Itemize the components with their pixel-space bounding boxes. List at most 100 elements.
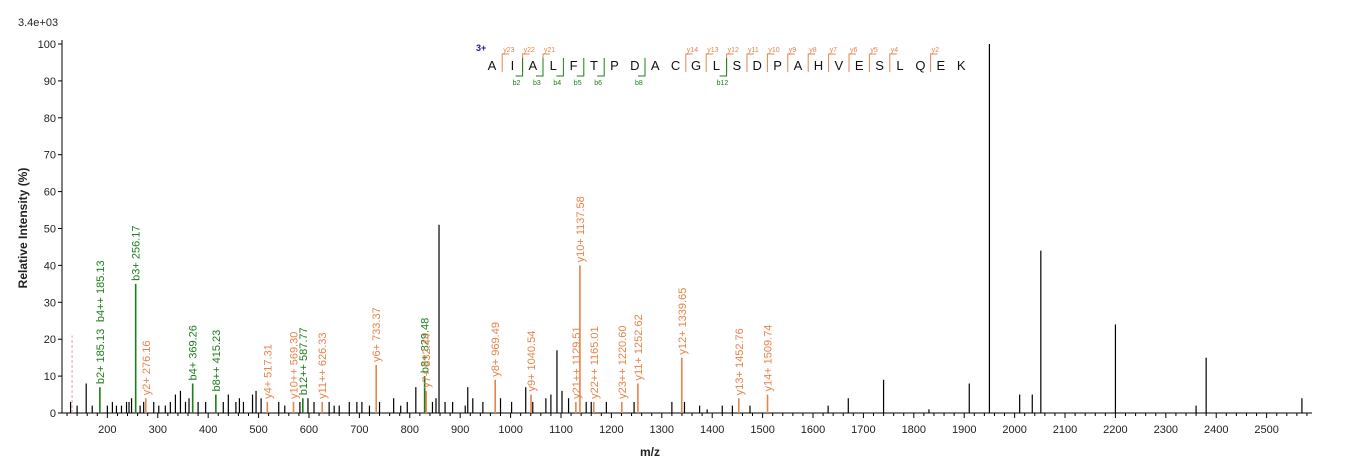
peak-label: y22++ 1165.01 (589, 326, 601, 399)
b-ion-bracket (638, 58, 646, 77)
y-tick-label: 20 (44, 334, 56, 346)
y-tick-label: 90 (44, 76, 56, 88)
peak-label: b4+ 369.26 (188, 325, 200, 380)
b-ion-bracket (515, 58, 524, 77)
peak-label: y7+ 832.44 (421, 333, 433, 388)
sequence-residue: L (896, 58, 903, 73)
sequence-residue: A (794, 58, 803, 73)
y-ion-label: y7 (830, 47, 838, 54)
b-ion-bracket (576, 58, 585, 77)
peak-label: y13+ 1452.76 (734, 328, 746, 395)
y-ion-bracket (848, 53, 856, 72)
y-ticks: 0 10 20 30 40 50 60 70 80 90 100 (38, 39, 62, 420)
x-tick-label: 2000 (1002, 424, 1026, 436)
y-ion-bracket (787, 53, 795, 72)
peak-label: y9+ 1040.54 (526, 331, 538, 392)
y-ion-bracket (766, 53, 775, 72)
sequence-residue: L (713, 58, 720, 73)
sequence-residue: A (528, 58, 537, 73)
sequence-residue: H (814, 58, 823, 73)
y-tick-label: 70 (44, 150, 56, 162)
y-ion-bracket (828, 53, 836, 72)
y-tick-label: 0 (50, 408, 56, 420)
y-ion-bracket (868, 53, 877, 72)
sequence-residue: S (732, 58, 741, 73)
b-ion-bracket (536, 58, 544, 77)
y-ion-label: y12 (728, 47, 739, 54)
precursor-charge: 3+ (476, 43, 486, 53)
sequence-residue: G (691, 58, 701, 73)
peak-label: b8+ 829.48 (420, 318, 432, 373)
x-ticks: 200 300 400 500 600 700 800 900 1000 1100 1200 1300… (66, 413, 1308, 436)
y-ion-bracket (930, 53, 938, 72)
peak-label: y2+ 276.16 (141, 340, 153, 395)
sequence-residue: D (753, 58, 762, 73)
y-ion-label: y13 (707, 47, 718, 54)
b-ion-label: b3 (533, 80, 541, 87)
y-ion-bracket (746, 53, 754, 72)
peak-label: b3+ 256.17 (131, 225, 143, 280)
y-axis-title: Relative Intensity (%) (16, 168, 30, 289)
x-tick-label: 600 (300, 424, 318, 436)
b-ion-label: b6 (594, 80, 602, 87)
sequence-residue: V (834, 58, 843, 73)
peak-label: y8+ 969.49 (490, 322, 502, 377)
y-ion-label: y5 (870, 47, 878, 54)
peak-label: y11+ 1252.62 (633, 314, 645, 380)
x-tick-label: 900 (451, 424, 469, 436)
x-tick-label: 500 (249, 424, 267, 436)
peak-label: y23++ 1220.60 (617, 326, 629, 399)
x-axis-title: m/z (640, 445, 660, 459)
x-tick-label: 1200 (599, 424, 623, 436)
peak-label: y14+ 1509.74 (763, 325, 775, 392)
y-tick-label: 60 (44, 187, 56, 199)
b-ion-bracket (597, 58, 605, 77)
y-tick-label: 30 (44, 297, 56, 309)
x-tick-label: 1000 (498, 424, 522, 436)
sequence-residue: P (610, 58, 619, 73)
y-tick-label: 10 (44, 371, 56, 383)
peak-label: b4++ 185.13 (95, 260, 107, 322)
y-ion-label: y10 (768, 47, 779, 54)
y-ion-bracket (685, 53, 693, 72)
peak-label: y10++ 569.30 (289, 332, 301, 399)
b-ion-label: b5 (574, 80, 582, 87)
peak-labels: b2+ 185.13 b4++ 185.13 b3+ 256.17 y2+ 276.1… (95, 196, 775, 399)
b-ion-bracket (556, 58, 564, 77)
y-ion-label: y23 (503, 47, 514, 54)
y-ion-label: y22 (524, 47, 535, 54)
sequence-residue: C (671, 58, 680, 73)
x-tick-label: 1800 (902, 424, 926, 436)
sequence-residue: E (936, 58, 945, 73)
sequence-residue: S (875, 58, 884, 73)
sequence-residue: P (773, 58, 782, 73)
sequence-residue: A (651, 58, 660, 73)
y-ion-label: y2 (932, 47, 940, 54)
b-ion-bracket (719, 58, 728, 77)
x-tick-label: 1500 (750, 424, 774, 436)
x-tick-label: 2100 (1053, 424, 1077, 436)
x-tick-label: 700 (350, 424, 368, 436)
intensity-scale-label: 3.4e+03 (18, 17, 58, 29)
y-tick-label: 50 (44, 224, 56, 236)
peak-label: b12++ 587.77 (298, 327, 310, 395)
x-tick-label: 300 (149, 424, 167, 436)
sequence-residue: K (957, 58, 966, 73)
x-tick-label: 1900 (952, 424, 976, 436)
y-ion-label: y14 (687, 47, 698, 54)
y-ion-bracket (501, 53, 510, 72)
sequence-residue: I (511, 58, 515, 73)
y-ion-label: y21 (544, 47, 555, 54)
y-ion-label: y6 (850, 47, 858, 54)
y-tick-label: 40 (44, 260, 56, 272)
x-tick-label: 200 (98, 424, 116, 436)
x-tick-label: 1400 (700, 424, 724, 436)
x-tick-label: 800 (401, 424, 419, 436)
x-tick-label: 400 (199, 424, 217, 436)
y-ion-bracket (705, 53, 714, 72)
y-ion-bracket (889, 53, 897, 72)
b-ion-label: b8 (635, 80, 643, 87)
y-tick-label: 80 (44, 113, 56, 125)
